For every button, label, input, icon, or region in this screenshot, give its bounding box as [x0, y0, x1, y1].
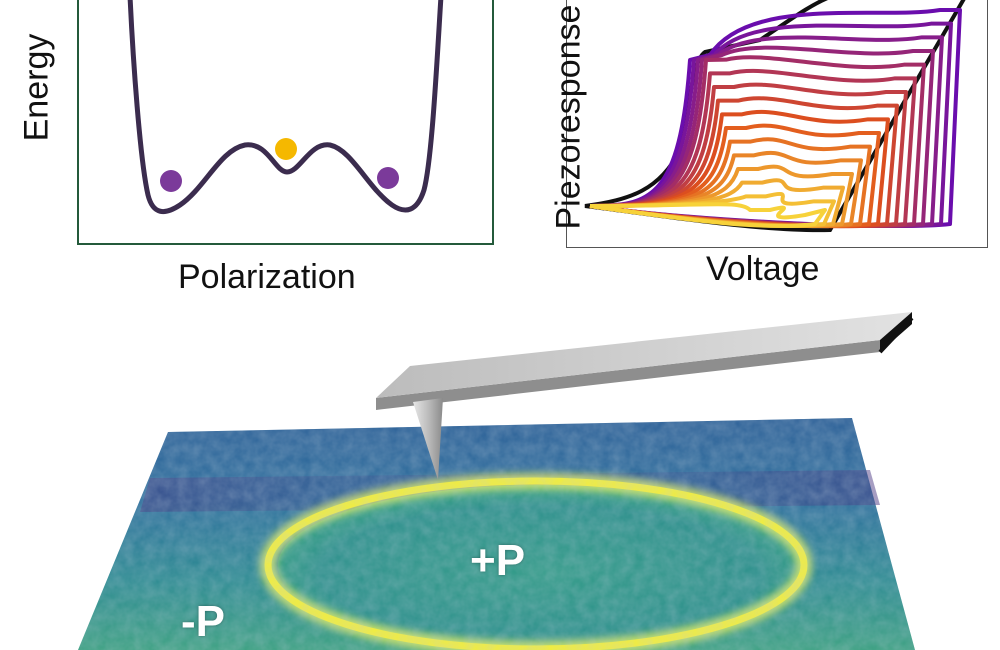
- hysteresis-loop-16: [589, 202, 827, 228]
- positive-polarization-label: +P: [470, 536, 526, 585]
- switching-plot-frame: [566, 0, 988, 248]
- cantilever-end-edge: [878, 316, 914, 354]
- left-stable-state-dot: [160, 170, 182, 192]
- right-stable-state-dot: [377, 167, 399, 189]
- unstable-state-dot: [275, 138, 297, 160]
- negative-polarization-label: -P: [181, 597, 225, 646]
- voltage-axis-label: Voltage: [706, 250, 820, 288]
- polarization-axis-label: Polarization: [178, 258, 356, 296]
- cantilever-top-face: [376, 312, 912, 398]
- energy-plot-frame: [77, 0, 494, 245]
- double-well-curve: [127, 0, 444, 214]
- afm-tip: [413, 398, 443, 480]
- surface-texture: [78, 418, 915, 650]
- cantilever-front-face: [376, 340, 880, 410]
